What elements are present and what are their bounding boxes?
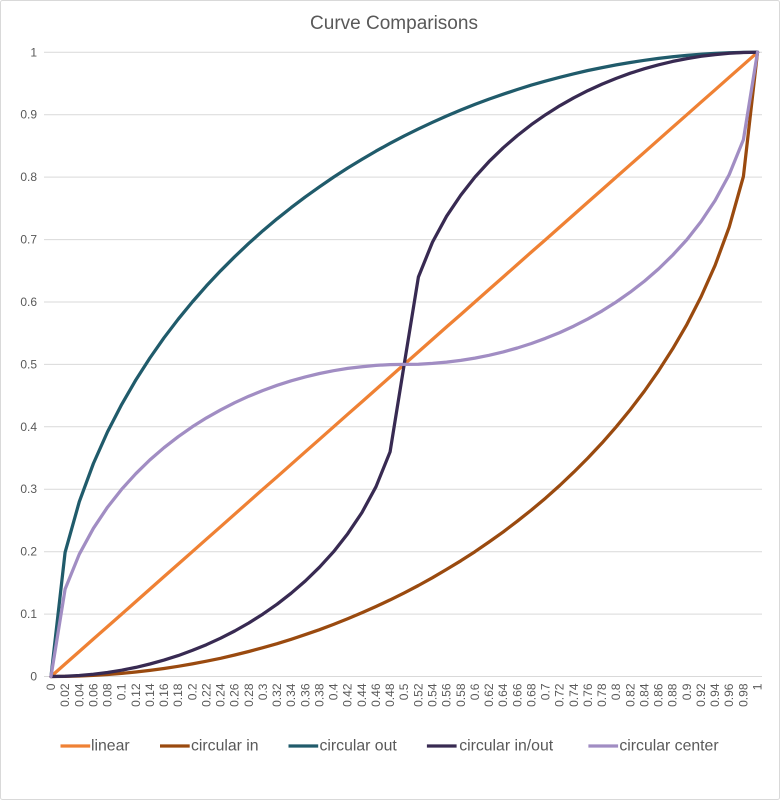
svg-text:0.78: 0.78 — [595, 683, 609, 707]
svg-text:0.22: 0.22 — [199, 683, 213, 707]
svg-text:0.5: 0.5 — [397, 683, 411, 700]
svg-text:0.2: 0.2 — [20, 545, 37, 559]
svg-text:0.9: 0.9 — [20, 108, 37, 122]
svg-text:0.7: 0.7 — [20, 233, 37, 247]
svg-text:0.4: 0.4 — [20, 420, 37, 434]
svg-text:0.4: 0.4 — [327, 683, 341, 700]
svg-text:0.96: 0.96 — [722, 683, 736, 707]
svg-text:0.72: 0.72 — [553, 683, 567, 707]
svg-text:0.02: 0.02 — [58, 683, 72, 707]
svg-text:0.74: 0.74 — [567, 683, 581, 707]
svg-text:0.28: 0.28 — [242, 683, 256, 707]
svg-text:0.08: 0.08 — [101, 683, 115, 707]
svg-text:0.18: 0.18 — [171, 683, 185, 707]
svg-text:circular in/out: circular in/out — [459, 738, 554, 755]
svg-text:0.38: 0.38 — [313, 683, 327, 707]
svg-text:0.48: 0.48 — [383, 683, 397, 707]
svg-text:0.66: 0.66 — [510, 683, 524, 707]
svg-text:0.68: 0.68 — [524, 683, 538, 707]
svg-text:0.52: 0.52 — [411, 683, 425, 707]
svg-text:0.88: 0.88 — [666, 683, 680, 707]
svg-text:0.8: 0.8 — [20, 170, 37, 184]
svg-text:0.06: 0.06 — [86, 683, 100, 707]
svg-text:0.7: 0.7 — [539, 683, 553, 700]
svg-text:0.64: 0.64 — [496, 683, 510, 707]
svg-text:0.6: 0.6 — [468, 683, 482, 700]
svg-text:circular center: circular center — [619, 738, 718, 755]
svg-text:0.76: 0.76 — [581, 683, 595, 707]
svg-text:0.9: 0.9 — [680, 683, 694, 700]
svg-text:0.3: 0.3 — [256, 683, 270, 700]
svg-text:0.26: 0.26 — [228, 683, 242, 707]
svg-text:circular in: circular in — [191, 738, 259, 755]
svg-text:0.42: 0.42 — [341, 683, 355, 707]
svg-text:0.44: 0.44 — [355, 683, 369, 707]
svg-text:0.84: 0.84 — [638, 683, 652, 707]
svg-text:0.16: 0.16 — [157, 683, 171, 707]
svg-text:circular out: circular out — [320, 738, 398, 755]
svg-text:0.46: 0.46 — [369, 683, 383, 707]
svg-text:0.58: 0.58 — [454, 683, 468, 707]
svg-text:0.14: 0.14 — [143, 683, 157, 707]
svg-text:0.3: 0.3 — [20, 482, 37, 496]
svg-text:1: 1 — [30, 45, 37, 59]
svg-text:0: 0 — [44, 683, 58, 690]
svg-text:0.36: 0.36 — [298, 683, 312, 707]
svg-text:0.86: 0.86 — [652, 683, 666, 707]
svg-text:0.32: 0.32 — [270, 683, 284, 707]
svg-text:Curve Comparisons: Curve Comparisons — [310, 13, 478, 34]
svg-text:0.82: 0.82 — [623, 683, 637, 707]
svg-text:0.24: 0.24 — [214, 683, 228, 707]
svg-text:0: 0 — [30, 670, 37, 684]
svg-text:0.62: 0.62 — [482, 683, 496, 707]
svg-text:linear: linear — [91, 738, 130, 755]
svg-text:0.2: 0.2 — [185, 683, 199, 700]
svg-text:0.54: 0.54 — [426, 683, 440, 707]
svg-text:0.1: 0.1 — [115, 683, 129, 700]
svg-text:0.5: 0.5 — [20, 357, 37, 371]
svg-text:0.6: 0.6 — [20, 295, 37, 309]
svg-text:0.34: 0.34 — [284, 683, 298, 707]
svg-text:0.92: 0.92 — [694, 683, 708, 707]
svg-text:0.98: 0.98 — [736, 683, 750, 707]
svg-text:0.8: 0.8 — [609, 683, 623, 700]
svg-text:1: 1 — [751, 683, 765, 690]
svg-text:0.12: 0.12 — [129, 683, 143, 707]
svg-text:0.94: 0.94 — [708, 683, 722, 707]
svg-text:0.04: 0.04 — [72, 683, 86, 707]
svg-text:0.1: 0.1 — [20, 607, 37, 621]
svg-text:0.56: 0.56 — [440, 683, 454, 707]
